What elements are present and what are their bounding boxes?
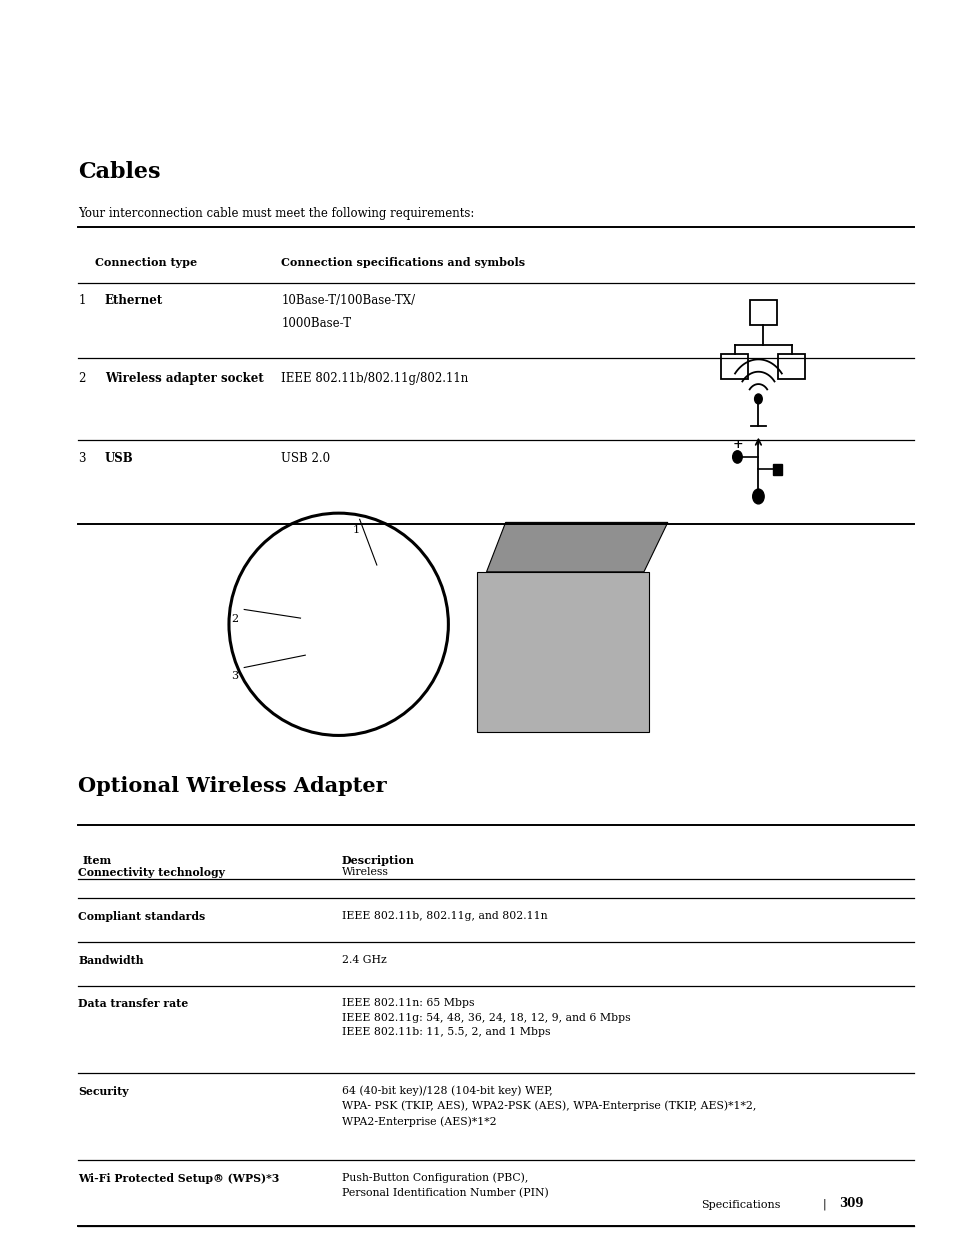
- Text: |: |: [821, 1199, 825, 1210]
- Polygon shape: [486, 522, 667, 572]
- Bar: [772, 464, 781, 475]
- Text: Connection type: Connection type: [95, 257, 197, 268]
- Text: 3: 3: [231, 672, 237, 682]
- Circle shape: [752, 489, 763, 504]
- Text: IEEE 802.11n: 65 Mbps
IEEE 802.11g: 54, 48, 36, 24, 18, 12, 9, and 6 Mbps
IEEE 8: IEEE 802.11n: 65 Mbps IEEE 802.11g: 54, …: [341, 999, 630, 1037]
- Text: Connectivity technology: Connectivity technology: [78, 867, 225, 878]
- Text: Bandwidth: Bandwidth: [78, 955, 144, 966]
- Text: 2.4 GHz: 2.4 GHz: [341, 955, 386, 965]
- Text: Item: Item: [83, 855, 112, 866]
- Text: 309: 309: [839, 1197, 863, 1210]
- Text: IEEE 802.11b, 802.11g, and 802.11n: IEEE 802.11b, 802.11g, and 802.11n: [341, 911, 547, 921]
- Text: Wireless: Wireless: [341, 867, 388, 877]
- Text: Wi-Fi Protected Setup® (WPS)*3: Wi-Fi Protected Setup® (WPS)*3: [78, 1173, 279, 1183]
- Text: Ethernet: Ethernet: [105, 294, 163, 308]
- Text: 1: 1: [78, 294, 86, 308]
- Bar: [476, 572, 648, 732]
- Text: Security: Security: [78, 1086, 129, 1097]
- Text: 3: 3: [78, 452, 86, 466]
- Text: Specifications: Specifications: [700, 1200, 780, 1210]
- Text: Cables: Cables: [78, 161, 160, 183]
- Text: Description: Description: [341, 855, 415, 866]
- Text: 64 (40-bit key)/128 (104-bit key) WEP,
WPA- PSK (TKIP, AES), WPA2-PSK (AES), WPA: 64 (40-bit key)/128 (104-bit key) WEP, W…: [341, 1086, 755, 1126]
- Text: USB 2.0: USB 2.0: [281, 452, 330, 466]
- Text: 10Base-T/100Base-TX/: 10Base-T/100Base-TX/: [281, 294, 416, 308]
- Text: Push-Button Configuration (PBC),
Personal Identification Number (PIN): Push-Button Configuration (PBC), Persona…: [341, 1173, 548, 1198]
- Text: 2: 2: [78, 372, 86, 385]
- Text: Compliant standards: Compliant standards: [78, 911, 205, 921]
- Text: 2: 2: [231, 615, 237, 625]
- Text: Optional Wireless Adapter: Optional Wireless Adapter: [78, 776, 387, 795]
- Bar: [778, 354, 804, 379]
- Text: 1: 1: [353, 526, 359, 536]
- Text: Wireless adapter socket: Wireless adapter socket: [105, 372, 263, 385]
- Text: 1000Base-T: 1000Base-T: [281, 317, 352, 331]
- Text: USB: USB: [105, 452, 133, 466]
- Text: +: +: [731, 438, 742, 451]
- Text: Connection specifications and symbols: Connection specifications and symbols: [281, 257, 525, 268]
- Circle shape: [732, 451, 741, 463]
- Bar: [749, 300, 776, 325]
- Text: IEEE 802.11b/802.11g/802.11n: IEEE 802.11b/802.11g/802.11n: [281, 372, 468, 385]
- Circle shape: [754, 394, 761, 404]
- Text: Your interconnection cable must meet the following requirements:: Your interconnection cable must meet the…: [78, 207, 474, 221]
- Text: Data transfer rate: Data transfer rate: [78, 999, 189, 1009]
- Bar: [720, 354, 747, 379]
